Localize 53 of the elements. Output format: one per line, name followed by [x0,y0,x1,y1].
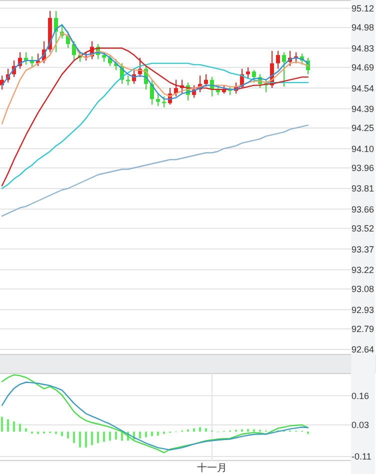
bar [85,432,87,448]
bar [157,432,159,436]
y-tick-label: 92.79 [352,324,374,334]
candlestick [30,56,34,68]
bar [1,416,3,432]
y-tick-label: 92.93 [352,304,374,315]
y-tick-label: 93.81 [352,184,374,194]
bar [73,432,75,443]
bar [121,432,123,441]
y-tick-label: -0.11 [352,452,372,462]
bar [151,432,153,436]
candlestick [204,74,208,88]
y-tick-label: 94.10 [352,144,374,154]
bar [79,432,81,448]
y-tick-label: 93.52 [352,224,374,234]
bar [145,432,147,438]
line-series [1,32,309,124]
y-tick-label: 94.25 [352,123,374,134]
y-tick-label: 94.54 [352,83,374,94]
y-tick-label: 93.37 [352,244,374,254]
candlestick [246,66,250,79]
y-tick-label: 0.16 [352,390,370,401]
bar [115,432,117,440]
y-tick-label: 93.96 [352,163,374,174]
y-tick-label: 93.66 [352,204,374,214]
candlestick [282,52,286,88]
bar [139,432,141,438]
bar [103,432,105,442]
candlestick [156,93,160,106]
y-tick-label: 94.83 [352,43,374,54]
candlestick [276,50,280,70]
candlestick [252,70,256,84]
bar [109,432,111,441]
bar [61,432,63,436]
bar [7,419,9,432]
y-tick-label: 0.03 [352,420,370,430]
bar [67,432,69,438]
bar [13,422,15,432]
y-tick-label: 93.08 [352,284,374,294]
line-series [1,124,309,217]
candlestick [174,79,178,97]
bar [19,424,21,432]
bar [97,432,99,443]
y-tick-label: 92.64 [352,344,374,355]
bar [199,427,201,432]
y-tick-label: 94.98 [352,22,374,33]
bar [91,432,93,446]
bar [247,428,249,432]
y-tick-label: 94.39 [352,104,374,114]
y-tick-label: 94.69 [352,62,374,73]
y-tick-label: 95.12 [352,3,374,14]
y-tick-label: 93.22 [352,264,374,275]
x-tick-label: 十一月 [197,462,227,474]
